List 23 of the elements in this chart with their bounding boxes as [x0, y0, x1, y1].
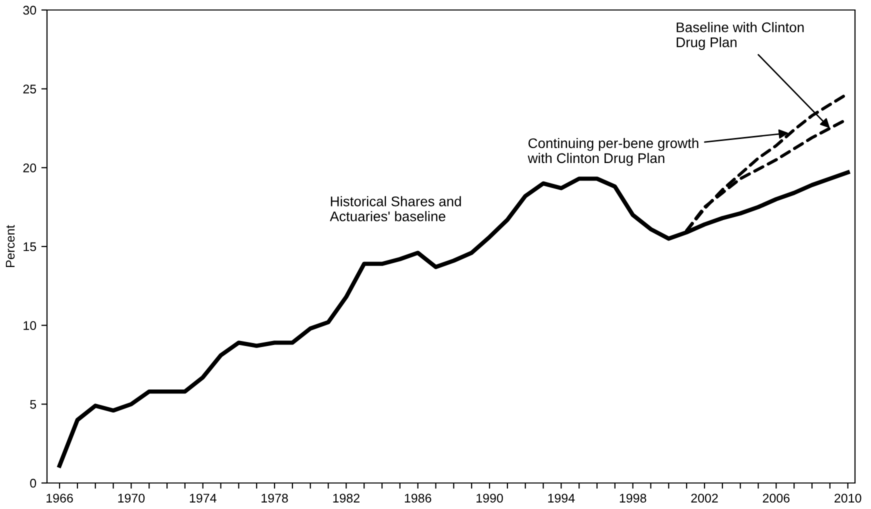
x-tick-label: 1990 [476, 494, 503, 503]
x-tick-label: 1970 [118, 494, 145, 503]
y-tick-label: 15 [24, 242, 36, 252]
y-tick-label: 5 [30, 400, 36, 409]
y-tick-label: 20 [23, 163, 36, 172]
x-tick-label: 1982 [333, 494, 360, 503]
y-tick-label: 10 [24, 321, 36, 330]
y-tick-label: 25 [23, 84, 36, 94]
x-tick-label: 1978 [262, 494, 288, 503]
annotation: Continuing per-bene growth with Clinton Drug Plan [528, 138, 698, 166]
x-tick-label: 1986 [404, 494, 432, 503]
annotation: Baseline with Clinton Drug Plan [676, 22, 804, 50]
annotation: Historical Shares and Actuaries' baseline [330, 196, 461, 222]
x-tick-label: 1974 [190, 494, 216, 503]
x-tick-label: 2010 [834, 494, 862, 503]
x-tick-label: 2002 [691, 494, 718, 503]
y-axis-title: Percent [6, 225, 15, 268]
y-tick-label: 30 [23, 6, 36, 15]
y-tick-label: 0 [30, 478, 36, 488]
x-tick-label: 1994 [548, 494, 575, 503]
x-tick-label: 1966 [46, 494, 73, 503]
x-tick-label: 1998 [620, 494, 646, 503]
x-tick-label: 2006 [762, 494, 790, 503]
